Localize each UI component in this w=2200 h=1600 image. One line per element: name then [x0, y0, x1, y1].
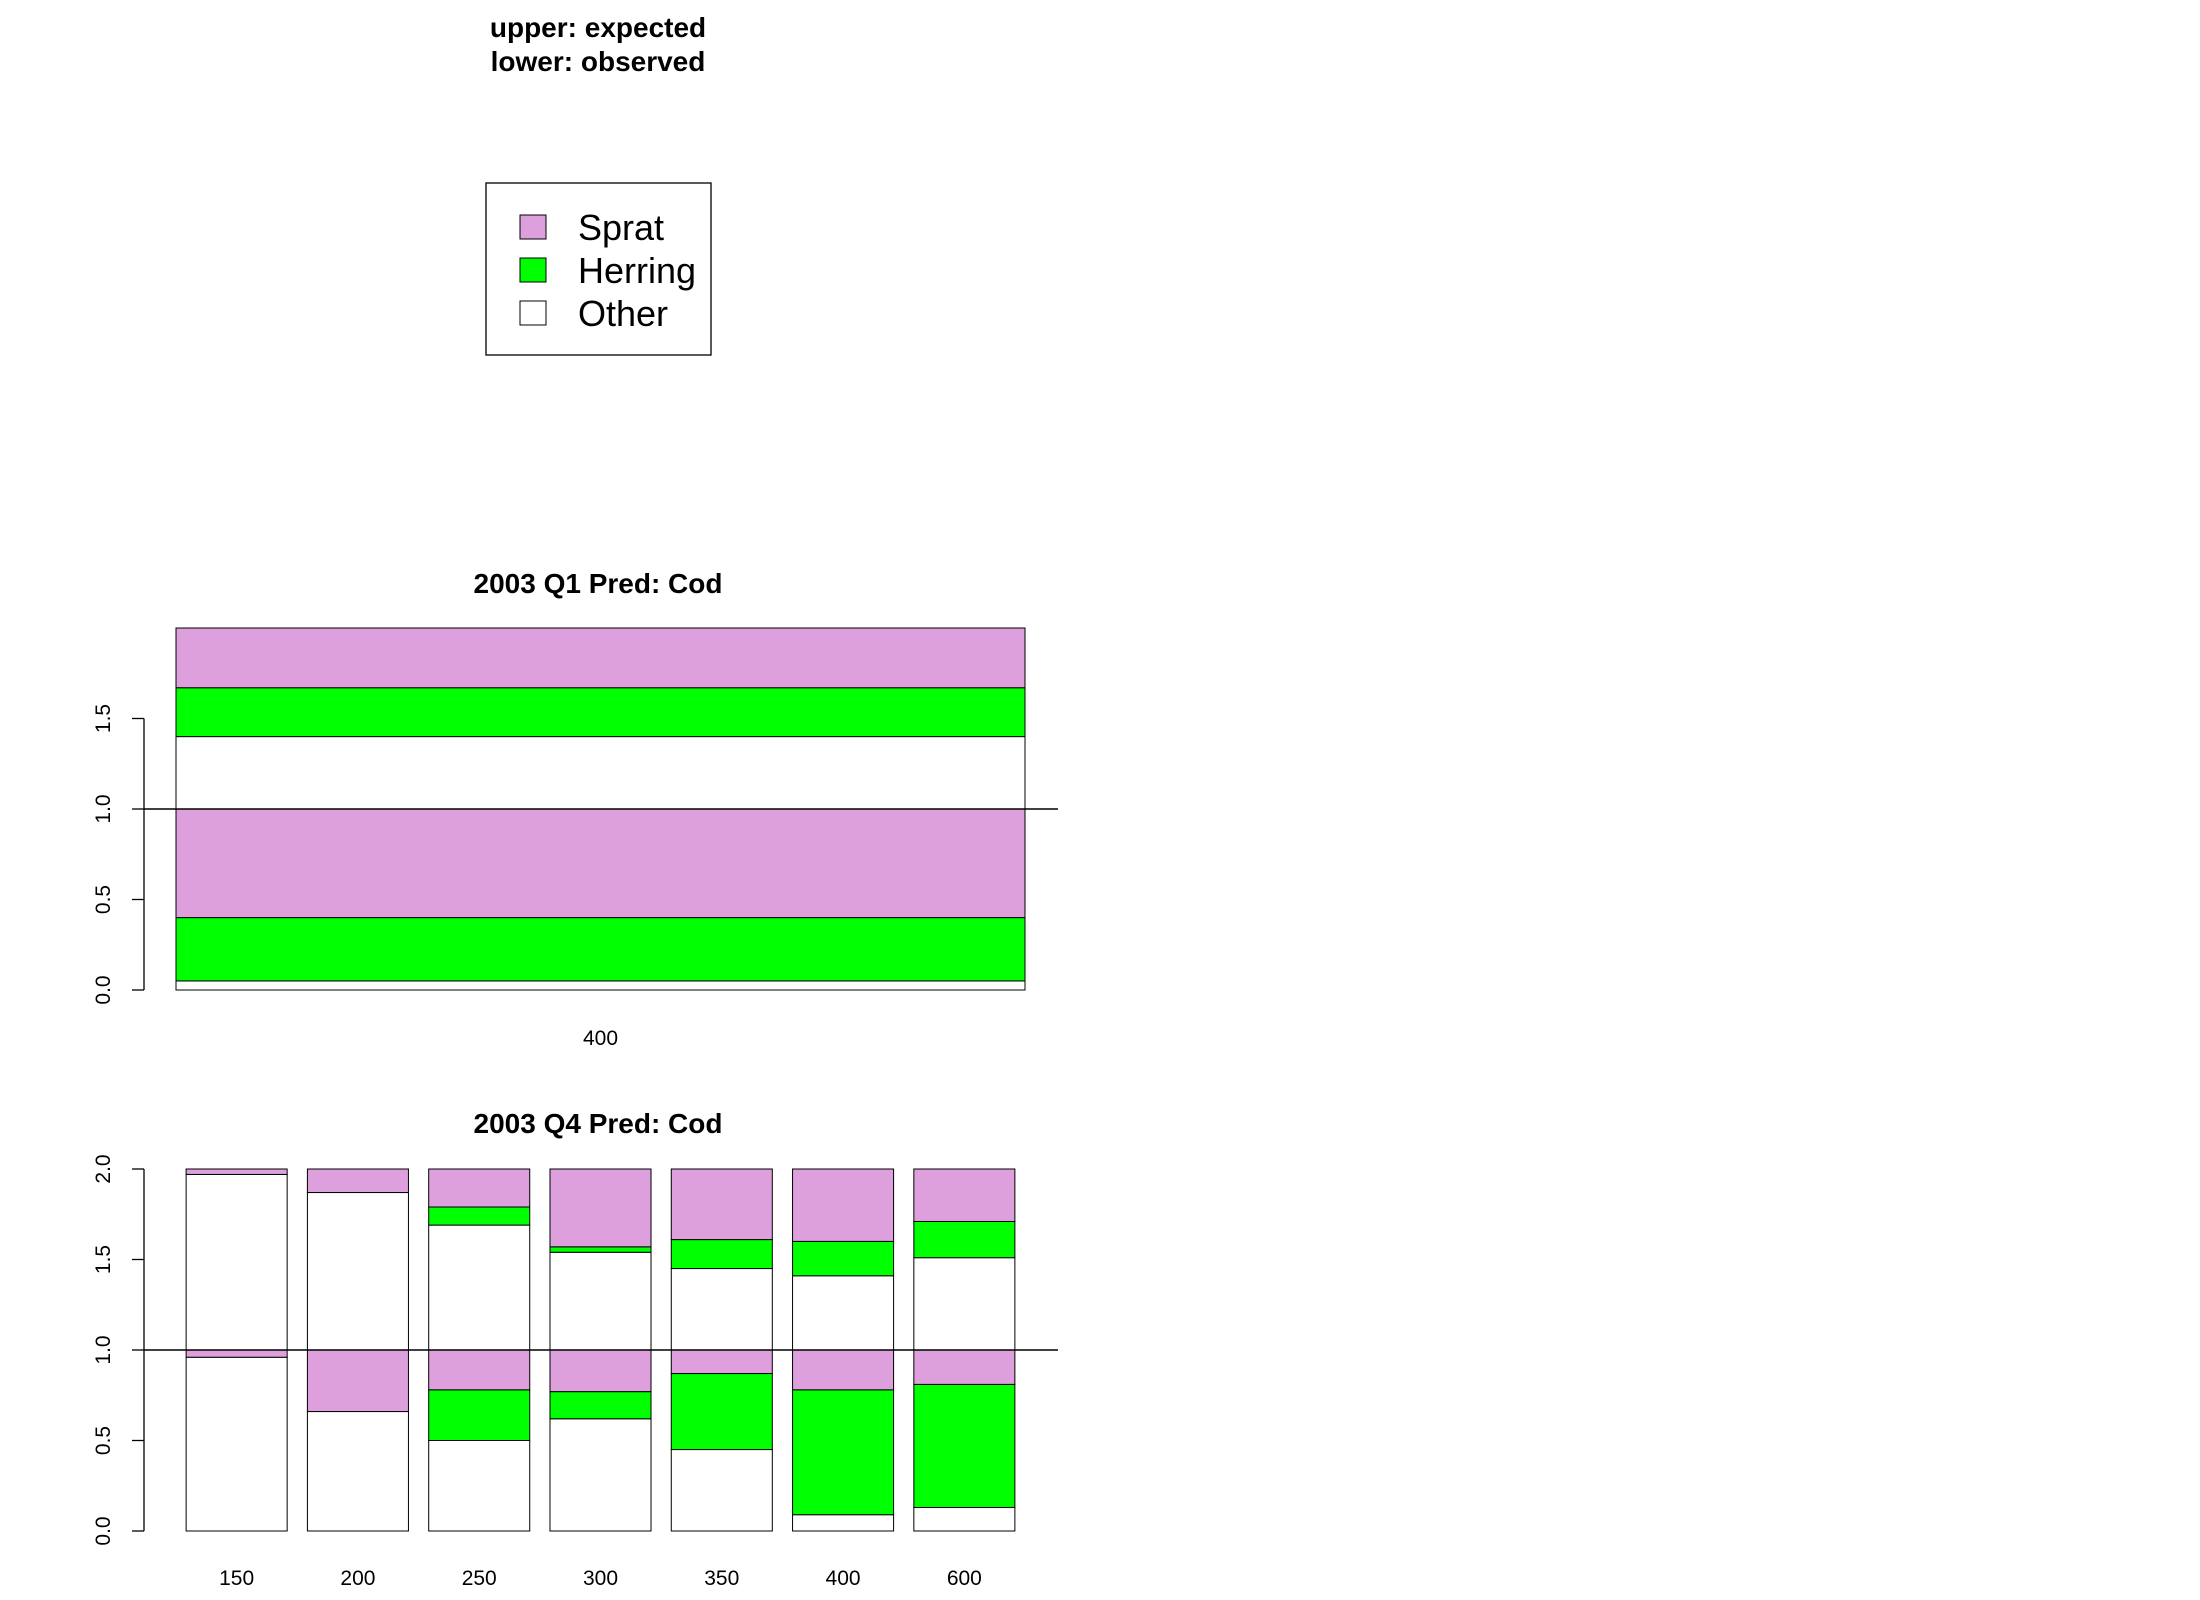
chart-panel-q4: 2003 Q4 Pred: Cod 0.0 0.5 1.0 1.5 2.0 150 200…	[92, 1108, 1058, 1590]
legend-swatch-other	[519, 300, 547, 326]
bar-observed-other-200	[306, 1411, 409, 1532]
bar-observed-sprat-300	[549, 1349, 652, 1393]
bars-group	[144, 1168, 1058, 1532]
bar-expected-sprat-400	[175, 627, 1026, 689]
x-tick-label-300: 300	[583, 1567, 618, 1590]
bar-observed-other-600	[913, 1506, 1016, 1532]
bar-expected-other-200	[306, 1192, 409, 1351]
bar-expected-herring-600	[913, 1220, 1016, 1259]
y-axis: 0.0 0.5 1.0 1.5 2.0	[92, 1154, 145, 1546]
bar-expected-other-400	[792, 1275, 895, 1351]
bar-observed-other-400	[175, 980, 1026, 991]
x-tick-label-250: 250	[462, 1567, 497, 1590]
x-tick-label-600: 600	[947, 1567, 982, 1590]
bar-observed-other-350	[670, 1449, 773, 1532]
bar-expected-herring-400	[792, 1240, 895, 1277]
y-tick-label-2.0: 2.0	[92, 1154, 115, 1183]
bar-observed-sprat-350	[670, 1349, 773, 1375]
bar-expected-sprat-250	[428, 1168, 531, 1208]
chart-title: 2003 Q1 Pred: Cod	[474, 568, 723, 599]
bar-expected-sprat-150	[185, 1168, 288, 1175]
bar-expected-herring-400	[175, 687, 1026, 738]
bar-expected-sprat-200	[306, 1168, 409, 1194]
bar-observed-herring-350	[670, 1373, 773, 1451]
bar-expected-herring-300	[549, 1246, 652, 1253]
y-tick-label-0.0: 0.0	[92, 1516, 115, 1545]
y-tick-label-0.5: 0.5	[92, 885, 115, 914]
bar-observed-other-250	[428, 1440, 531, 1532]
bar-expected-herring-250	[428, 1206, 531, 1226]
legend-label-sprat: Sprat	[578, 207, 664, 248]
y-tick-label-0.0: 0.0	[92, 975, 115, 1004]
x-tick-label-150: 150	[219, 1567, 254, 1590]
chart-panel-q1: 2003 Q1 Pred: Cod 0.0 0.5 1.0 1.5 400	[92, 568, 1058, 1050]
bar-expected-sprat-400	[792, 1168, 895, 1242]
bar-observed-sprat-600	[913, 1349, 1016, 1385]
bar-expected-sprat-300	[549, 1168, 652, 1248]
bar-expected-other-300	[549, 1251, 652, 1351]
bar-observed-sprat-150	[185, 1349, 288, 1358]
bar-observed-other-400	[792, 1514, 895, 1532]
bar-observed-herring-250	[428, 1389, 531, 1441]
header-line-observed: lower: observed	[491, 46, 706, 77]
bar-observed-sprat-400	[792, 1349, 895, 1391]
y-tick-label-0.5: 0.5	[92, 1426, 115, 1455]
x-axis-labels: 400	[583, 1027, 618, 1050]
bar-expected-other-400	[175, 736, 1026, 810]
y-tick-label-1.0: 1.0	[92, 794, 115, 823]
bar-expected-herring-350	[670, 1239, 773, 1270]
y-tick-label-1.0: 1.0	[92, 1335, 115, 1364]
legend: Sprat Herring Other	[485, 182, 712, 356]
bar-expected-sprat-350	[670, 1168, 773, 1241]
x-tick-label-400: 400	[826, 1567, 861, 1590]
bar-observed-sprat-250	[428, 1349, 531, 1391]
bar-observed-sprat-200	[306, 1349, 409, 1413]
y-tick-label-1.5: 1.5	[92, 704, 115, 733]
x-axis-labels: 150 200 250 300 350 400 600	[219, 1567, 982, 1590]
bars-group	[144, 627, 1058, 991]
y-tick-label-1.5: 1.5	[92, 1245, 115, 1274]
chart-title: 2003 Q4 Pred: Cod	[474, 1108, 723, 1139]
x-tick-label-350: 350	[704, 1567, 739, 1590]
legend-label-other: Other	[578, 293, 668, 334]
bar-expected-sprat-600	[913, 1168, 1016, 1222]
legend-label-herring: Herring	[578, 250, 696, 291]
bar-expected-other-250	[428, 1224, 531, 1351]
x-tick-label-400: 400	[583, 1027, 618, 1050]
bar-observed-sprat-400	[175, 808, 1026, 919]
bar-observed-other-300	[549, 1418, 652, 1532]
bar-observed-herring-400	[175, 917, 1026, 982]
bar-observed-other-150	[185, 1356, 288, 1532]
legend-swatch-herring	[519, 257, 547, 283]
bar-expected-other-600	[913, 1257, 1016, 1351]
legend-swatch-sprat	[519, 214, 547, 240]
header-line-expected: upper: expected	[490, 12, 706, 43]
bar-observed-herring-400	[792, 1389, 895, 1516]
x-tick-label-200: 200	[340, 1567, 375, 1590]
bar-expected-other-350	[670, 1268, 773, 1351]
bar-observed-herring-300	[549, 1391, 652, 1420]
bar-expected-other-150	[185, 1173, 288, 1351]
bar-observed-herring-600	[913, 1383, 1016, 1508]
y-axis: 0.0 0.5 1.0 1.5	[92, 704, 145, 1005]
